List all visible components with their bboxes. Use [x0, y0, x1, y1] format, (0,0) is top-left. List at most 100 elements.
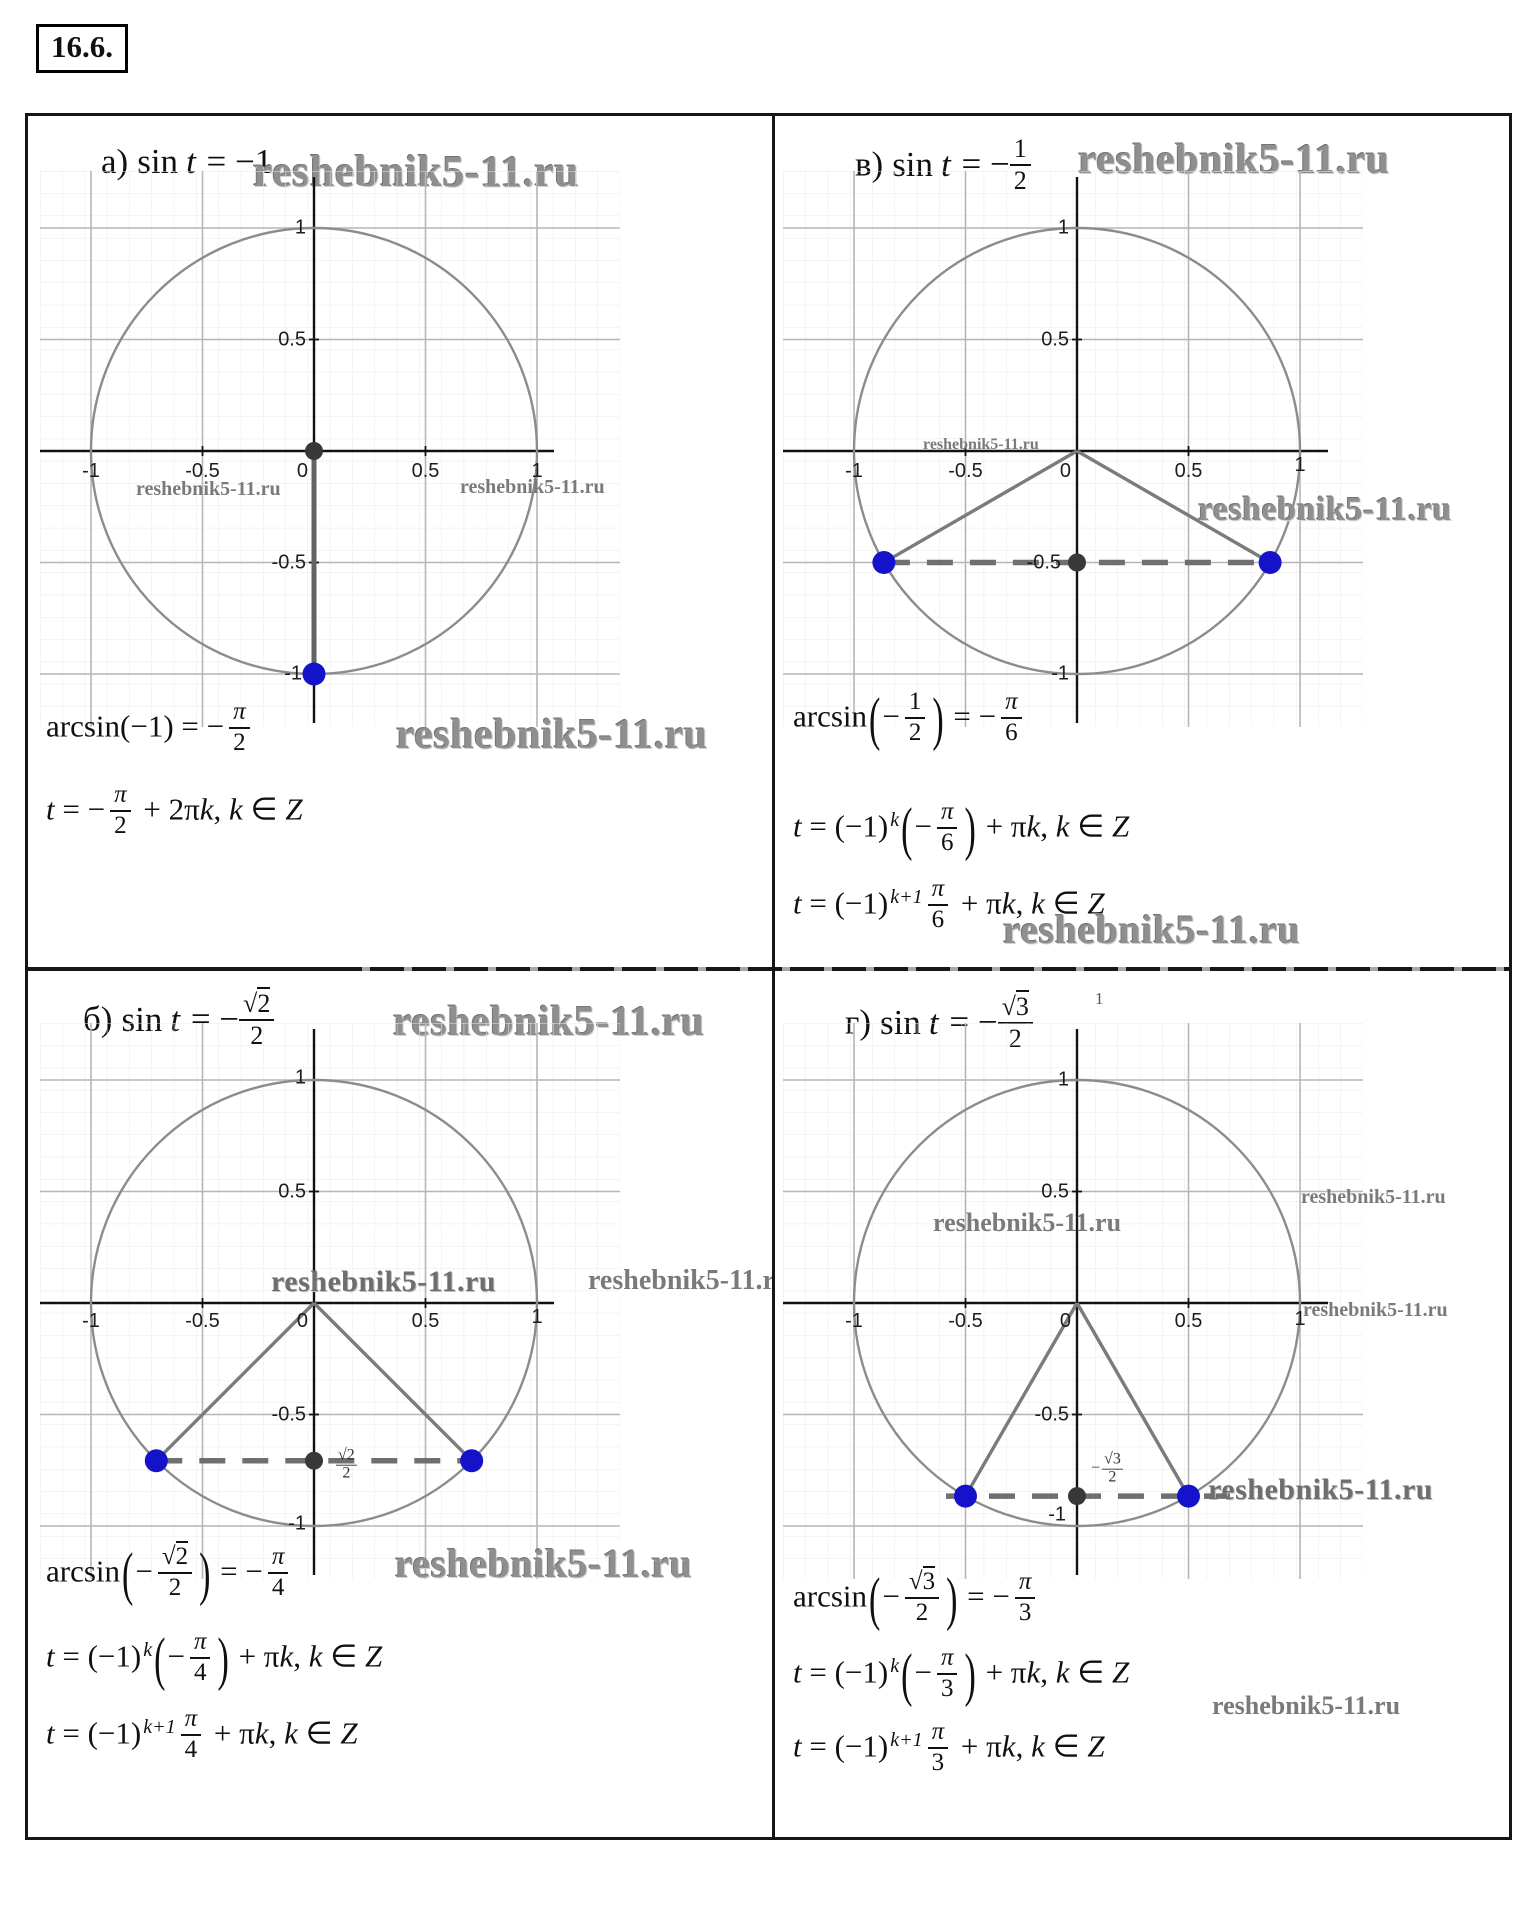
plot-canvas [783, 171, 1363, 727]
watermark: reshebnik5-11.ru [395, 1541, 693, 1586]
radius-line-right [1075, 1302, 1190, 1497]
unit-circle-plot-a: -1 -0.5 0 0.5 1 1 0.5 -0.5 -1 [40, 171, 620, 727]
left-paren: ( [122, 1542, 134, 1608]
y-tick-label: 0.5 [1041, 328, 1069, 350]
origin-dot [305, 442, 323, 460]
y-tick-label: -0.5 [271, 1403, 306, 1425]
chord-center-dot [305, 1451, 323, 1470]
left-paren: ( [901, 797, 913, 863]
formula-text: arcsin(−1) = − [46, 708, 225, 744]
panel-a-title: а) sin t = −1 [101, 142, 272, 182]
y-tick-label: 1 [1057, 216, 1069, 239]
y-tick-label: -0.5 [1034, 1403, 1069, 1425]
variable-t: t [928, 1002, 939, 1042]
unit-circle [89, 1078, 539, 1528]
x-tick-label: 0.5 [411, 460, 440, 482]
watermark: reshebnik5-11.ru [1198, 491, 1452, 528]
root-formula-1: t = (−1) k(− π 6) + πk, k ∈ Z [793, 797, 1130, 863]
x-tick-label: 0 [296, 1310, 308, 1332]
left-paren: ( [869, 687, 881, 753]
root-formula-2: t = (−1) k+1 π 6 + πk, k ∈ Z [793, 875, 1105, 933]
x-tick-label: 0 [1059, 1310, 1071, 1332]
x-tick-label: 1 [531, 460, 543, 482]
fine-grid [40, 171, 620, 727]
y-tick-label: -0.5 [271, 551, 306, 573]
chord-value-label: -0.5 [1026, 551, 1061, 573]
plot-canvas [40, 171, 620, 727]
watermark: reshebnik5-11.ru [1003, 907, 1301, 952]
variable-t: t [186, 142, 196, 181]
root-formula-2: t = (−1) k+1 π 3 + πk, k ∈ Z [793, 1718, 1105, 1776]
plot-canvas [40, 1023, 620, 1579]
variable-t: t [170, 999, 181, 1039]
unit-circle [852, 1078, 1302, 1528]
root-formula-1: t = (−1) k(− π 4) + πk, k ∈ Z [46, 1627, 383, 1693]
plot-canvas [783, 1023, 1363, 1579]
watermark: reshebnik5-11.ru [1303, 1299, 1448, 1321]
watermark: reshebnik5-11.ru [588, 1265, 772, 1296]
unit-circle-plot-b: -1 -0.5 0 0.5 1 1 0.5 -0.5 -1 √2 2 [40, 1023, 620, 1579]
unit-circle-plot-v: -1 -0.5 0 0.5 1 1 0.5 -1 -0.5 [783, 171, 1363, 727]
x-tick-label: 0.5 [1174, 1310, 1203, 1332]
x-tick-label: -1 [845, 1310, 863, 1332]
right-paren: ) [199, 1542, 211, 1608]
radius-line-left [883, 449, 1078, 564]
x-tick-label: 0 [296, 460, 308, 482]
x-tick-label: 0.5 [1174, 460, 1203, 482]
solution-point-left [954, 1484, 977, 1508]
x-tick-label: -1 [82, 460, 100, 482]
x-tick-label: -0.5 [948, 1310, 983, 1332]
root-formula-2: t = (−1) k+1 π 4 + πk, k ∈ Z [46, 1705, 358, 1763]
y-tick-label: 0.5 [1041, 1180, 1069, 1202]
x-tick-label: -0.5 [948, 460, 983, 482]
watermark: reshebnik5-11.ru [136, 478, 281, 500]
watermark: reshebnik5-11.ru [271, 1265, 496, 1298]
arcsin-formula: arcsin(− √3 2) = − π 3 [793, 1566, 1040, 1632]
table-horizontal-divider-dashed [328, 967, 1509, 971]
watermark: reshebnik5-11.ru [1212, 1691, 1401, 1720]
radius-line-right [1076, 449, 1271, 564]
x-tick-label: 1 [531, 1306, 543, 1328]
root-formula-1: t = (−1) k(− π 3) + πk, k ∈ Z [793, 1643, 1130, 1709]
watermark: reshebnik5-11.ru [933, 1208, 1122, 1237]
right-paren: ) [964, 797, 976, 863]
y-tick-label: 0.5 [278, 1180, 306, 1202]
y-tick-label: -1 [1051, 662, 1069, 685]
right-paren: ) [964, 1643, 976, 1709]
solution-point-right [1258, 551, 1282, 574]
x-tick-label: 1 [1294, 1308, 1306, 1330]
table-horizontal-divider [28, 967, 328, 971]
solution-point-left [144, 1449, 168, 1473]
y-tick-label: 1 [1057, 1068, 1069, 1091]
radius-line-right [312, 1301, 473, 1462]
y-tick-label: 1 [294, 1066, 306, 1089]
root-formula: t = − π 2 + 2πk, k ∈ Z [46, 781, 303, 839]
radius-line-left [964, 1302, 1079, 1497]
x-tick-label: -0.5 [185, 1310, 220, 1332]
solution-point-left [872, 551, 896, 574]
x-tick-label: -0.5 [185, 460, 220, 482]
right-paren: ) [217, 1627, 229, 1693]
fine-grid [40, 1023, 620, 1579]
problem-number-box: 16.6. [36, 24, 128, 73]
left-paren: ( [869, 1567, 881, 1633]
left-paren: ( [154, 1627, 166, 1693]
left-paren: ( [901, 1643, 913, 1709]
solution-point-right [1177, 1484, 1200, 1508]
watermark: reshebnik5-11.ru [923, 436, 1039, 453]
variable-t: t [941, 144, 951, 184]
